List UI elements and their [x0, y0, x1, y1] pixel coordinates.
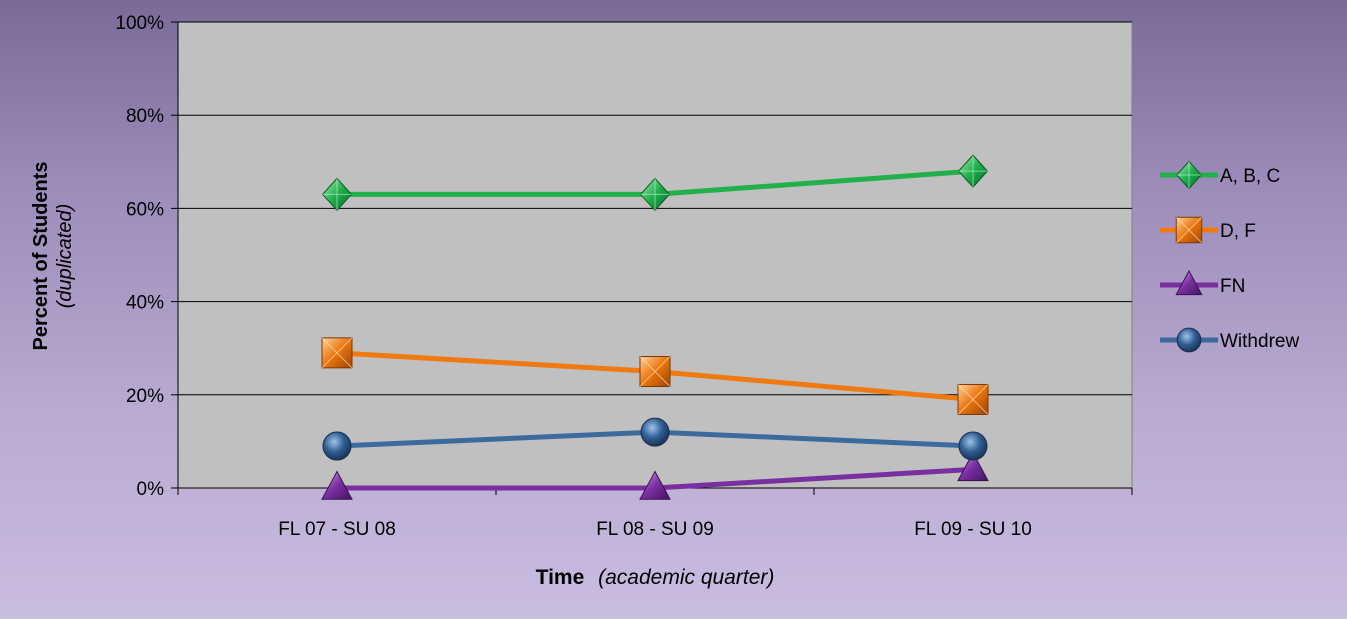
y-tick-label: 100% [115, 13, 164, 34]
legend-label: A, B, C [1220, 166, 1280, 187]
y-axis-title: Percent of Students (duplicated) [30, 162, 76, 351]
legend: A, B, C D, F FN Withdrew [1160, 160, 1299, 353]
data-point [957, 154, 989, 188]
x-axis-label: Time [536, 566, 585, 589]
marker-shape [958, 431, 988, 461]
x-tick-label: FL 08 - SU 09 [596, 519, 714, 540]
marker-shape [1176, 327, 1202, 353]
series-withdrew [322, 417, 988, 461]
y-tick-label: 20% [126, 386, 164, 407]
y-tick-label: 80% [126, 106, 164, 127]
data-point [958, 431, 988, 461]
legend-item: A, B, C [1160, 160, 1280, 190]
data-point [321, 177, 353, 212]
series-fn [321, 451, 989, 500]
marker-shape [639, 470, 671, 500]
y-axis-label: Percent of Students [30, 162, 52, 351]
x-axis-ticks: FL 07 - SU 08 FL 08 - SU 09 FL 09 - SU 10 [177, 488, 1133, 540]
legend-label: D, F [1220, 221, 1256, 242]
data-point [639, 470, 671, 500]
data-point [321, 470, 353, 500]
data-point [640, 417, 670, 447]
data-point [957, 451, 989, 482]
legend-marker [1175, 269, 1203, 296]
data-point [957, 383, 989, 415]
legend-label: Withdrew [1220, 331, 1299, 352]
data-point [322, 431, 352, 461]
series-d-f [321, 337, 989, 415]
x-tick-label: FL 07 - SU 08 [278, 519, 396, 540]
y-axis-sublabel: (duplicated) [54, 204, 76, 309]
marker-shape [322, 431, 352, 461]
legend-item: D, F [1160, 216, 1256, 244]
marker-shape [640, 417, 670, 447]
x-tick-label: FL 09 - SU 10 [914, 519, 1032, 540]
legend-label: FN [1220, 276, 1245, 297]
data-point [639, 177, 671, 212]
marker-highlight [321, 337, 353, 369]
marker-highlight [639, 356, 671, 387]
x-axis-sublabel: (academic quarter) [598, 566, 774, 589]
y-tick-label: 0% [137, 479, 165, 500]
marker-shape [957, 451, 989, 482]
data-point [321, 337, 353, 369]
series-a-b-c [321, 154, 989, 212]
series-group [321, 154, 989, 500]
marker-highlight [1175, 216, 1203, 244]
marker-shape [321, 470, 353, 500]
legend-item: FN [1160, 269, 1245, 297]
x-axis-title: Time (academic quarter) [536, 566, 775, 589]
legend-marker [1176, 160, 1202, 190]
legend-marker [1176, 327, 1202, 353]
marker-highlight [957, 384, 989, 415]
data-point [639, 356, 671, 387]
marker-shape [1175, 269, 1203, 296]
y-tick-label: 40% [126, 293, 164, 314]
y-axis-ticks: 0% 20% 40% 60% 80% 100% [115, 13, 178, 500]
legend-marker [1175, 216, 1203, 244]
y-tick-label: 60% [126, 199, 164, 220]
legend-item: Withdrew [1160, 327, 1299, 353]
